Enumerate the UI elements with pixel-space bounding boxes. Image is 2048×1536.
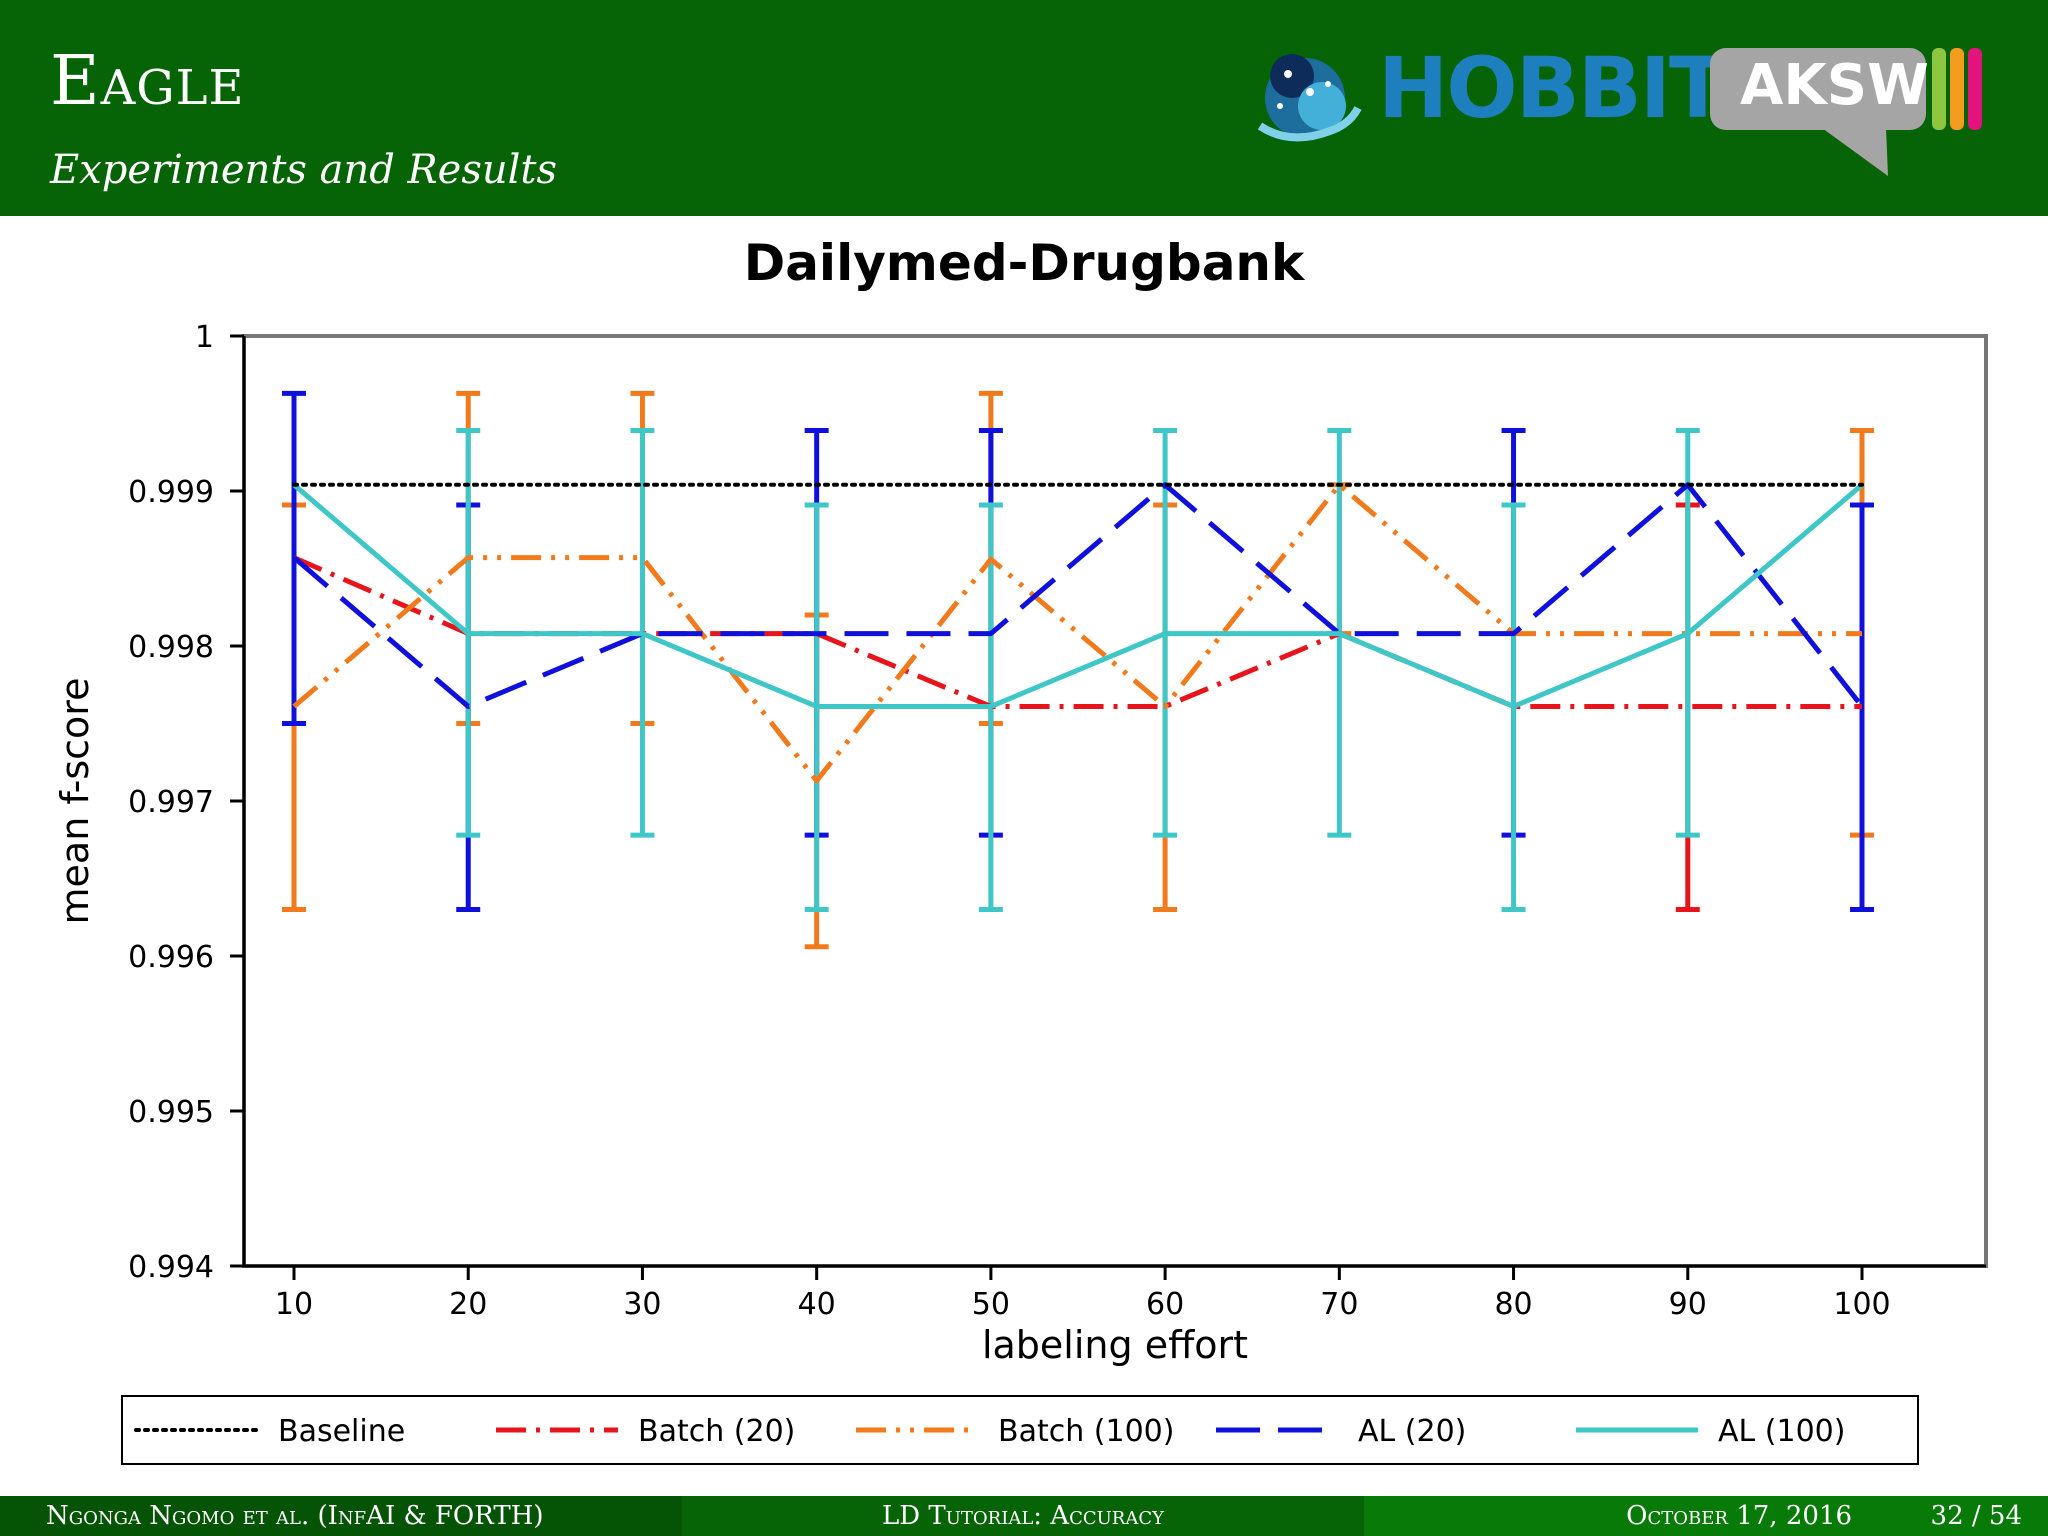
legend-label: Batch (100)	[998, 1414, 1174, 1449]
hobbit-logo-text: HOBBIT	[1378, 39, 1726, 137]
x-tick-label: 80	[1494, 1287, 1532, 1322]
y-tick-label: 0.995	[128, 1095, 214, 1130]
y-tick-label: 0.998	[128, 630, 214, 665]
slide-header: Eagle Experiments and Results HOBBIT AKS…	[0, 0, 2048, 216]
y-tick-label: 0.997	[128, 785, 214, 820]
y-tick-label: 0.999	[128, 475, 214, 510]
series-lines	[292, 482, 1864, 784]
y-tick-label: 0.996	[128, 940, 214, 975]
chart: Dailymed-Drugbank 0.9940.9950.9960.9970.…	[53, 234, 1988, 1465]
legend-label: AL (100)	[1718, 1414, 1845, 1449]
y-tick-label: 1	[195, 320, 214, 355]
x-axis-label: labeling effort	[982, 1323, 1248, 1367]
footer-talk-title: LD Tutorial: Accuracy	[682, 1496, 1364, 1536]
x-tick-label: 20	[449, 1287, 487, 1322]
footer-date: October 17, 2016	[1626, 1501, 1852, 1531]
footer-right: October 17, 2016 32 / 54	[1364, 1496, 2048, 1536]
x-tick-label: 70	[1320, 1287, 1358, 1322]
hobbit-logo-icon	[1257, 54, 1362, 142]
x-axis-ticks: 10 20 30 40 50 60 70 80 90 100	[275, 1266, 1891, 1322]
x-tick-label: 100	[1833, 1287, 1890, 1322]
slide-footer: Ngonga Ngomo et al. (InfAI & FORTH) LD T…	[0, 1496, 2048, 1536]
x-tick-label: 90	[1669, 1287, 1707, 1322]
y-axis-label: mean f-score	[53, 678, 97, 925]
legend: Baseline Batch (20) Batch (100) AL (20) AL (…	[134, 1414, 1845, 1449]
legend-label: Batch (20)	[638, 1414, 795, 1449]
x-tick-label: 30	[623, 1287, 661, 1322]
aksw-logo-text: AKSW	[1740, 53, 1929, 118]
footer-authors: Ngonga Ngomo et al. (InfAI & FORTH)	[0, 1496, 682, 1536]
slide-title: Eagle	[50, 42, 245, 121]
y-axis-ticks: 0.994 0.995 0.996 0.997 0.998 0.999 1	[128, 320, 244, 1285]
legend-label: Baseline	[278, 1414, 405, 1449]
legend-label: AL (20)	[1358, 1414, 1466, 1449]
x-tick-label: 50	[972, 1287, 1010, 1322]
plot-frame	[242, 334, 1988, 1268]
series-line-al-20	[292, 482, 1864, 709]
y-tick-label: 0.994	[128, 1250, 214, 1285]
slide-subtitle: Experiments and Results	[50, 147, 558, 193]
aksw-logo-icon	[1710, 48, 1982, 176]
series-line-al-100	[292, 482, 1864, 709]
footer-page-number: 32 / 54	[1930, 1501, 2022, 1531]
chart-title: Dailymed-Drugbank	[744, 234, 1306, 292]
x-tick-label: 60	[1146, 1287, 1184, 1322]
series-line-batch-100	[292, 482, 1862, 784]
x-tick-label: 40	[798, 1287, 836, 1322]
logo-group: HOBBIT AKSW	[1250, 36, 2010, 186]
x-tick-label: 10	[275, 1287, 313, 1322]
